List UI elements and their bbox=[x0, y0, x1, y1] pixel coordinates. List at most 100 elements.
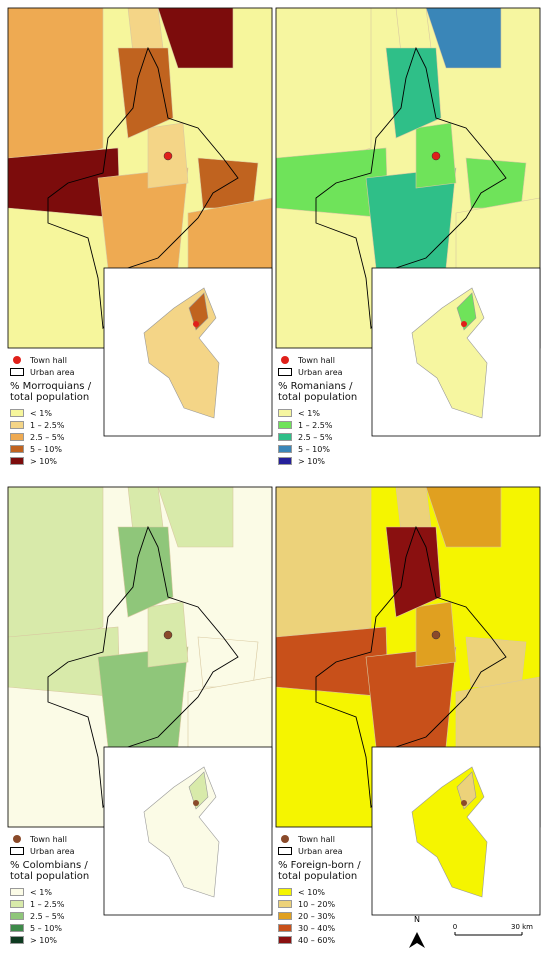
legend-dot bbox=[281, 356, 289, 364]
urban-area-outline bbox=[47, 525, 239, 809]
map-panel bbox=[275, 486, 541, 916]
legend-swatch bbox=[278, 936, 292, 944]
inset-town-hall bbox=[461, 800, 467, 806]
scale-end: 30 km bbox=[511, 923, 533, 931]
legend-label: 10 – 20% bbox=[298, 899, 336, 909]
legend-swatch bbox=[10, 457, 24, 465]
legend-swatch bbox=[278, 433, 292, 441]
legend: Town hall Urban area % Colombians / total … bbox=[10, 833, 110, 946]
legend-label: < 1% bbox=[298, 408, 320, 418]
legend-title: % Romanians / total population bbox=[278, 381, 358, 403]
town-hall bbox=[431, 151, 441, 161]
legend-class: 5 – 10% bbox=[278, 443, 378, 455]
legend-label: 20 – 30% bbox=[298, 911, 336, 921]
legend-town-hall: Town hall bbox=[278, 354, 378, 366]
legend-urban-area: Urban area bbox=[10, 845, 110, 857]
legend-class: 5 – 10% bbox=[10, 443, 110, 455]
legend-label: 30 – 40% bbox=[298, 923, 336, 933]
map-region bbox=[117, 47, 174, 139]
legend-class: < 1% bbox=[10, 407, 110, 419]
legend-label: < 1% bbox=[30, 408, 52, 418]
legend-dot bbox=[281, 835, 289, 843]
legend-label: 5 – 10% bbox=[298, 444, 330, 454]
legend-class: > 10% bbox=[10, 934, 110, 946]
legend-class: 30 – 40% bbox=[278, 922, 378, 934]
legend-class: < 10% bbox=[278, 886, 378, 898]
town-hall bbox=[163, 151, 173, 161]
map-region bbox=[465, 636, 527, 688]
north-arrow-shape bbox=[409, 932, 425, 948]
legend-class: 20 – 30% bbox=[278, 910, 378, 922]
legend-label: > 10% bbox=[298, 456, 326, 466]
legend-class: < 1% bbox=[10, 886, 110, 898]
legend-swatch bbox=[10, 409, 24, 417]
legend-label: Urban area bbox=[298, 846, 343, 856]
legend-class: 1 – 2.5% bbox=[10, 419, 110, 431]
legend: Town hall Urban area % Romanians / total p… bbox=[278, 354, 378, 467]
legend-title: % Colombians / total population bbox=[10, 860, 90, 882]
legend-label: Town hall bbox=[298, 355, 335, 365]
map-region bbox=[117, 526, 174, 618]
scale-bar: 0 30 km bbox=[453, 923, 533, 936]
map-region bbox=[385, 47, 442, 139]
legend-label: > 10% bbox=[30, 935, 58, 945]
legend-class: 5 – 10% bbox=[10, 922, 110, 934]
legend: Town hall Urban area % Morroquians / total… bbox=[10, 354, 110, 467]
legend-swatch bbox=[278, 409, 292, 417]
legend-swatch bbox=[10, 936, 24, 944]
legend-class: > 10% bbox=[10, 455, 110, 467]
legend-urban-area: Urban area bbox=[10, 366, 110, 378]
legend-dot bbox=[13, 835, 21, 843]
legend-class: > 10% bbox=[278, 455, 378, 467]
legend-class: 40 – 60% bbox=[278, 934, 378, 946]
inset-town-hall bbox=[193, 321, 199, 327]
legend-label: Town hall bbox=[30, 834, 67, 844]
legend-outline bbox=[10, 368, 24, 376]
legend-outline bbox=[10, 847, 24, 855]
legend-swatch bbox=[278, 445, 292, 453]
legend-title: % Foreign-born / total population bbox=[278, 860, 361, 882]
north-label: N bbox=[414, 915, 420, 924]
legend-label: 1 – 2.5% bbox=[30, 899, 65, 909]
legend-dot bbox=[13, 356, 21, 364]
legend-class: 10 – 20% bbox=[278, 898, 378, 910]
inset-town-hall bbox=[193, 800, 199, 806]
legend-swatch bbox=[10, 421, 24, 429]
legend-town-hall: Town hall bbox=[10, 354, 110, 366]
legend-label: Urban area bbox=[30, 367, 75, 377]
legend-label: 1 – 2.5% bbox=[30, 420, 65, 430]
legend-label: 40 – 60% bbox=[298, 935, 336, 945]
legend-swatch bbox=[278, 924, 292, 932]
legend-label: Town hall bbox=[30, 355, 67, 365]
legend-urban-area: Urban area bbox=[278, 366, 378, 378]
legend-outline bbox=[278, 368, 292, 376]
legend-swatch bbox=[278, 888, 292, 896]
legend-swatch bbox=[10, 433, 24, 441]
legend-class: 1 – 2.5% bbox=[10, 898, 110, 910]
legend-label: Town hall bbox=[298, 834, 335, 844]
legend-label: 2.5 – 5% bbox=[30, 911, 65, 921]
legend-label: 2.5 – 5% bbox=[30, 432, 65, 442]
inset-town-hall bbox=[461, 321, 467, 327]
legend-swatch bbox=[10, 888, 24, 896]
map-panel bbox=[7, 7, 273, 437]
legend-swatch bbox=[10, 912, 24, 920]
map-region bbox=[385, 526, 442, 618]
inset-map bbox=[371, 746, 541, 916]
legend-label: 2.5 – 5% bbox=[298, 432, 333, 442]
legend-title: % Morroquians / total population bbox=[10, 381, 92, 403]
legend: Town hall Urban area % Foreign-born / tota… bbox=[278, 833, 378, 946]
legend-label: > 10% bbox=[30, 456, 58, 466]
legend-label: 5 – 10% bbox=[30, 444, 62, 454]
legend-swatch bbox=[10, 924, 24, 932]
legend-swatch bbox=[278, 912, 292, 920]
legend-swatch bbox=[278, 421, 292, 429]
legend-label: 1 – 2.5% bbox=[298, 420, 333, 430]
inset-map bbox=[103, 746, 273, 916]
legend-label: 5 – 10% bbox=[30, 923, 62, 933]
inset-map bbox=[103, 267, 273, 437]
legend-class: 2.5 – 5% bbox=[10, 910, 110, 922]
legend-label: < 10% bbox=[298, 887, 326, 897]
